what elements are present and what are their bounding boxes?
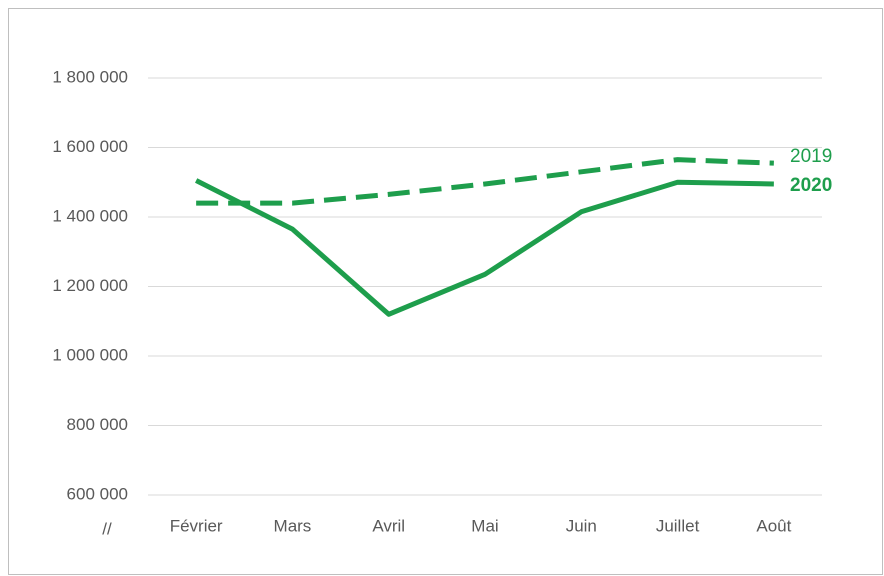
x-tick-label: Juillet <box>656 516 700 535</box>
x-tick-label: Juin <box>566 516 597 535</box>
series-line <box>195 178 774 317</box>
y-tick-label: 600 000 <box>67 484 128 503</box>
x-tick-label: Mars <box>274 516 312 535</box>
x-tick-label: Avril <box>372 516 405 535</box>
y-tick-label: 1 800 000 <box>52 67 128 86</box>
y-tick-label: 1 400 000 <box>52 206 128 225</box>
x-tick-label: Août <box>756 516 791 535</box>
x-tick-label: Février <box>170 516 223 535</box>
y-tick-label: 1 200 000 <box>52 276 128 295</box>
y-tick-label: 1 000 000 <box>52 345 128 364</box>
y-tick-label: 800 000 <box>67 415 128 434</box>
axis-break: // <box>102 519 112 538</box>
legend-label: 2020 <box>790 175 832 196</box>
legend-label: 2019 <box>790 146 832 167</box>
x-tick-label: Mai <box>471 516 498 535</box>
series-line <box>196 157 774 206</box>
y-tick-label: 1 600 000 <box>52 137 128 156</box>
